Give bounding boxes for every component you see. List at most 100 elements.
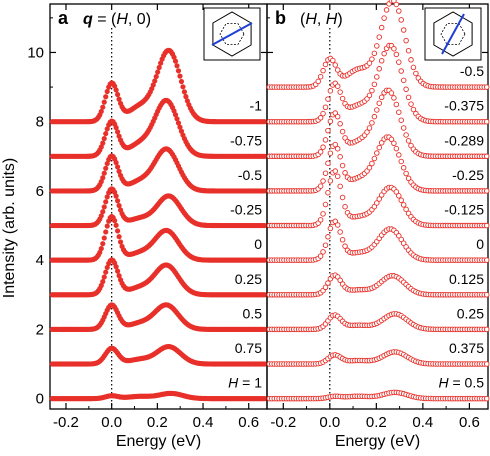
data-point (483, 292, 490, 298)
data-point (403, 170, 409, 177)
data-point (405, 47, 412, 54)
data-point (317, 183, 324, 189)
h-symbol: H (116, 11, 128, 28)
data-point (325, 189, 331, 196)
data-point (339, 128, 346, 135)
data-point (317, 217, 324, 223)
series-label: -0.375 (444, 98, 484, 114)
data-point (342, 170, 348, 176)
data-point (391, 140, 397, 147)
data-point (378, 24, 385, 31)
data-point (322, 61, 329, 68)
data-point (115, 91, 121, 98)
data-point (398, 17, 404, 23)
data-point (332, 168, 339, 174)
y-tick-label: 6 (36, 183, 44, 200)
data-point (103, 229, 109, 235)
h-symbol: H (228, 375, 239, 391)
series-4 (266, 168, 490, 229)
panel-letter: a (58, 8, 69, 28)
data-point (98, 108, 104, 115)
data-point (388, 90, 395, 96)
data-point (339, 237, 346, 243)
data-point (98, 245, 104, 252)
x-axis-label: Energy (eV) (116, 433, 201, 450)
data-point (320, 249, 326, 255)
series-label: -0.25 (452, 167, 484, 183)
data-point (483, 395, 490, 402)
data-point (103, 199, 109, 205)
data-point (400, 77, 407, 84)
x-tick-label: 0.4 (412, 414, 433, 431)
data-point (181, 89, 188, 95)
data-point (396, 193, 402, 199)
series-label: -0.125 (444, 202, 484, 218)
data-point (393, 145, 400, 152)
data-point (262, 292, 268, 298)
q-path-line (441, 13, 465, 55)
data-point (113, 125, 119, 131)
data-point (183, 94, 189, 100)
data-point (371, 81, 378, 88)
data-point (320, 67, 326, 74)
x-tick-label: -0.2 (53, 414, 79, 431)
h-symbol: H (438, 375, 449, 391)
data-point (393, 51, 400, 58)
data-point (376, 100, 382, 106)
brillouin-zone-inset (203, 7, 261, 61)
series-3 (49, 186, 268, 229)
data-point (405, 94, 412, 101)
data-point (410, 106, 417, 113)
data-point (405, 138, 412, 144)
data-point (371, 50, 378, 57)
title-part: ( (300, 11, 306, 28)
data-point (115, 129, 121, 135)
data-point (113, 87, 119, 93)
data-point (317, 253, 324, 259)
data-point (376, 144, 382, 151)
data-point (155, 69, 161, 75)
series-label: 0.125 (449, 271, 484, 287)
data-point (322, 284, 329, 291)
data-point (320, 144, 326, 150)
data-point (400, 240, 407, 246)
data-point (339, 162, 346, 169)
data-point (369, 56, 375, 62)
data-point (369, 87, 375, 94)
data-point (391, 95, 397, 101)
data-point (369, 120, 375, 126)
data-point (337, 277, 343, 284)
data-point (325, 234, 331, 240)
data-point (113, 193, 119, 199)
data-point (396, 59, 402, 65)
data-point (378, 94, 385, 101)
data-point (483, 84, 490, 90)
data-point (391, 45, 397, 52)
series-6 (266, 272, 490, 298)
data-point (322, 201, 329, 208)
data-point (156, 64, 162, 71)
x-tick-label: 0.0 (101, 414, 122, 431)
data-point (327, 118, 334, 125)
data-point (483, 118, 490, 125)
x-tick-label: 0.6 (238, 414, 259, 431)
data-point (334, 113, 341, 120)
data-point (327, 225, 334, 232)
series-5 (266, 218, 490, 263)
x-axis-label: Energy (eV) (335, 433, 420, 450)
data-point (104, 223, 110, 229)
x-tick-label: 0.0 (319, 414, 340, 431)
data-point (383, 7, 390, 13)
y-tick-label: 8 (36, 114, 44, 131)
data-point (371, 155, 378, 162)
data-point (320, 178, 326, 184)
series-2 (49, 146, 268, 194)
series-7 (49, 343, 268, 367)
series-label: 0 (254, 236, 262, 252)
data-point (381, 50, 387, 57)
data-point (262, 257, 268, 263)
data-point (322, 137, 329, 143)
data-point (403, 37, 409, 44)
data-point (322, 104, 329, 110)
x-tick-label: 0.2 (147, 414, 168, 431)
